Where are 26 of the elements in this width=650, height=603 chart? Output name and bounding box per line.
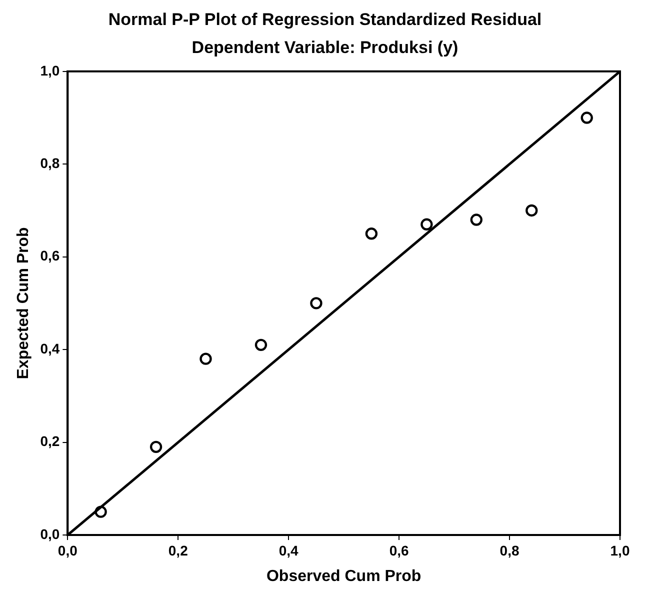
x-axis-title: Observed Cum Prob bbox=[266, 568, 422, 585]
point bbox=[526, 204, 538, 217]
chart-title: Normal P-P Plot of Regression Standardized Residual bbox=[107, 10, 543, 30]
y-tick-label: 0,0 bbox=[40, 526, 60, 542]
x-tick-label: 0,8 bbox=[500, 542, 520, 558]
y-tick-label: 0,6 bbox=[40, 248, 60, 264]
point bbox=[94, 506, 107, 518]
x-tick-label: 1,0 bbox=[610, 542, 630, 558]
y-tick-label: 0,8 bbox=[40, 154, 60, 171]
x-tick-label: 0,4 bbox=[278, 542, 299, 558]
point bbox=[310, 297, 322, 310]
x-tick-label: 0,2 bbox=[168, 542, 188, 558]
x-tick-label: 0,6 bbox=[389, 542, 410, 558]
point bbox=[470, 214, 482, 226]
y-axis-title: Expected Cum Prob bbox=[15, 226, 32, 380]
point bbox=[254, 338, 268, 352]
y-tick-label: 0,2 bbox=[40, 433, 60, 450]
y-tick-label: 1,0 bbox=[40, 62, 60, 78]
point bbox=[420, 218, 433, 230]
chart-subtitle: Dependent Variable: Produksi (y) bbox=[190, 38, 460, 58]
point bbox=[580, 112, 593, 124]
y-tick-label: 0,4 bbox=[40, 340, 60, 356]
point bbox=[200, 352, 212, 365]
x-tick-label: 0,0 bbox=[58, 542, 78, 558]
point bbox=[150, 440, 162, 454]
point bbox=[365, 228, 378, 240]
